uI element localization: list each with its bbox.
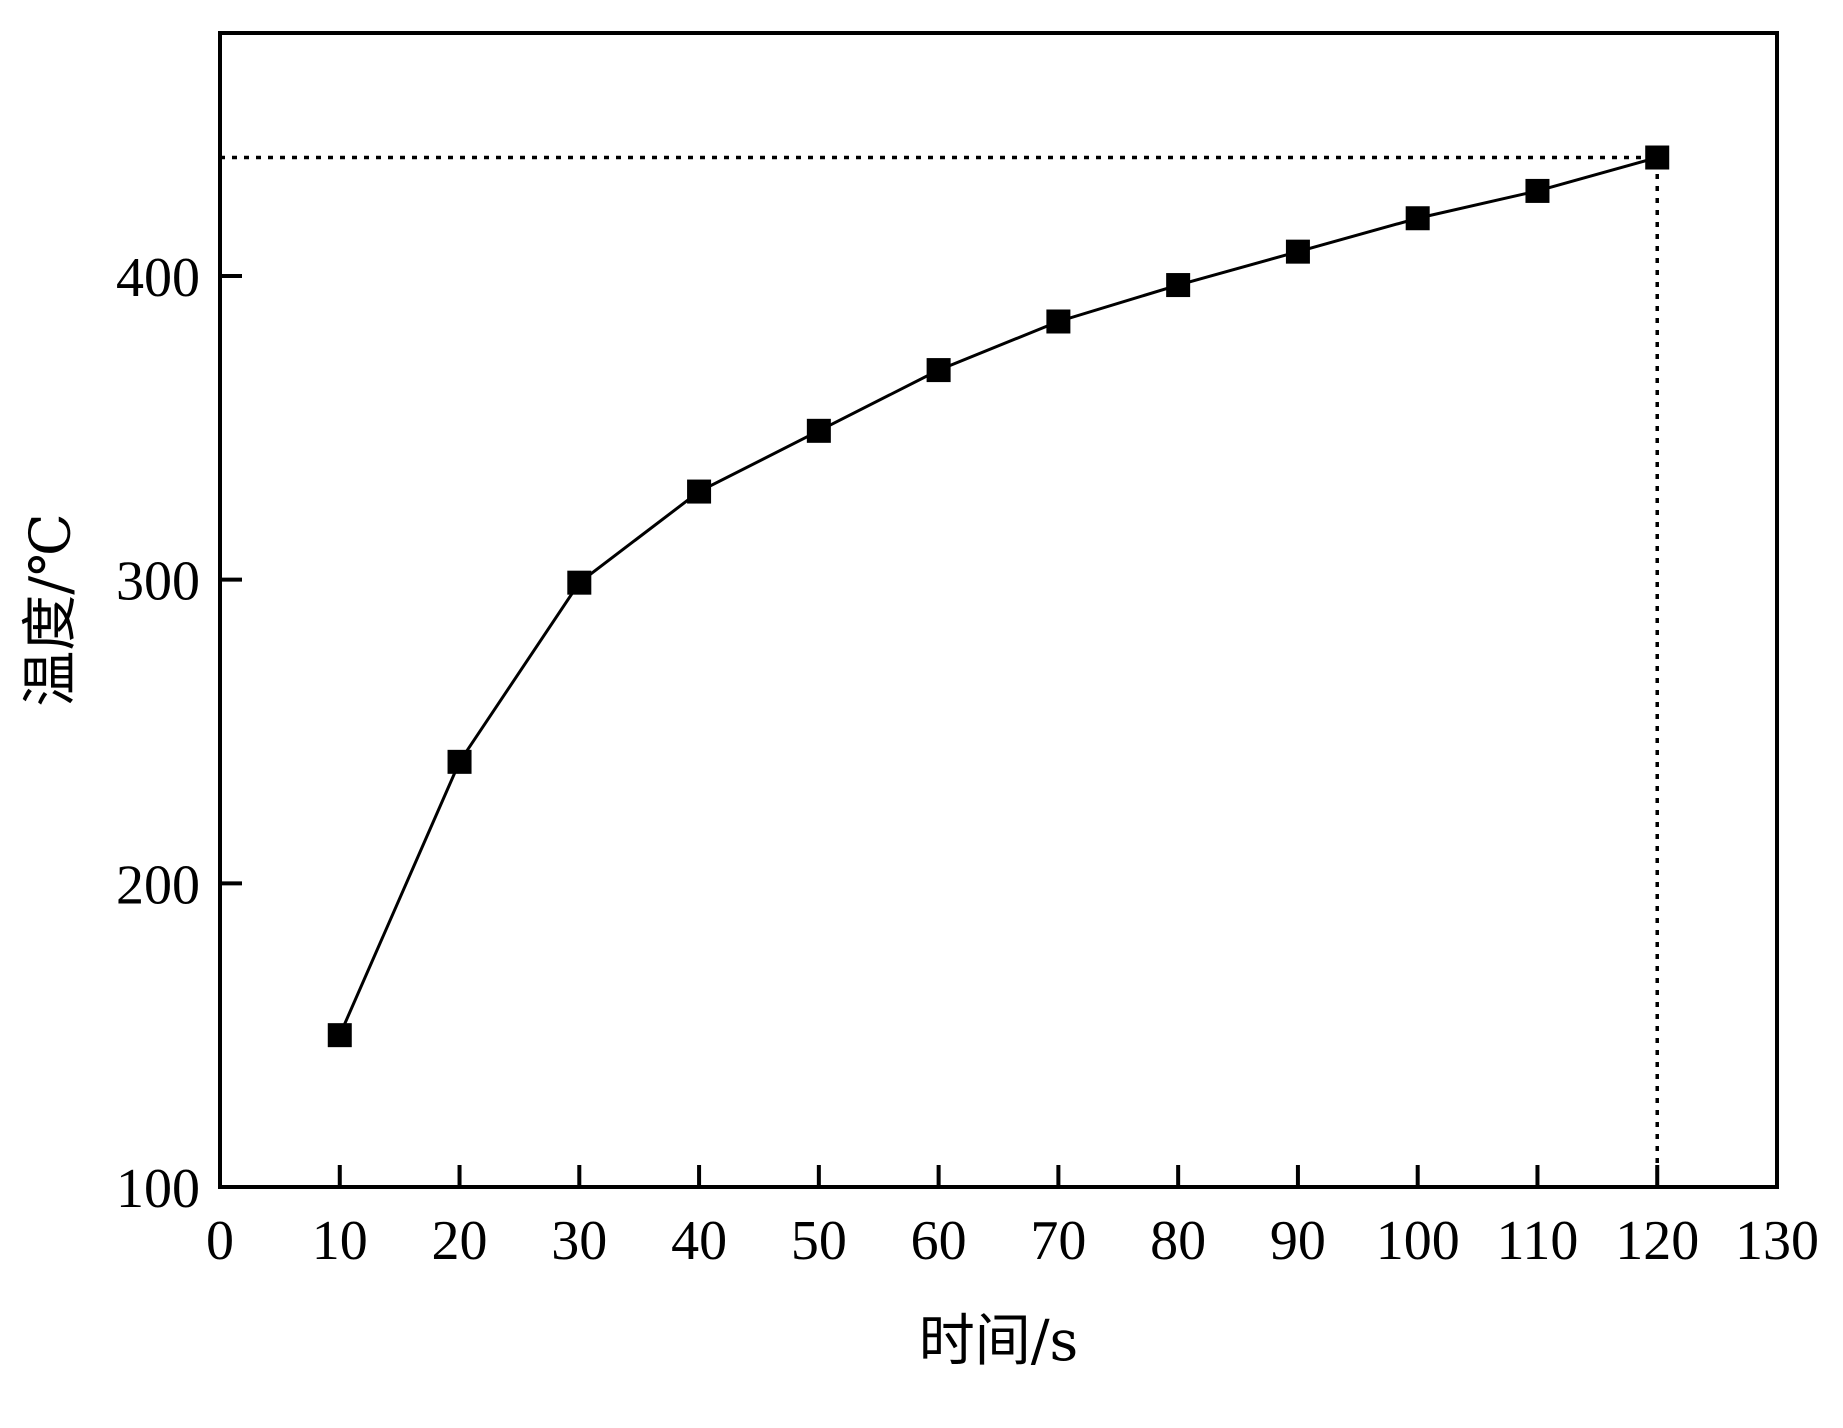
x-tick-label: 40	[671, 1210, 727, 1272]
series-line	[338, 156, 1658, 1036]
x-tick-label: 130	[1735, 1210, 1819, 1272]
x-tick-label: 50	[791, 1210, 847, 1272]
y-tick-label: 200	[116, 854, 200, 916]
x-axis-ticks: 0 10 20 30 40 50 60 70 80 90 100 110 120 130	[206, 1165, 1819, 1272]
series-line-layer	[338, 156, 1658, 1036]
data-markers	[327, 145, 1670, 1048]
data-point-marker	[327, 1023, 352, 1048]
data-point-marker	[926, 358, 951, 383]
y-tick-label: 400	[116, 247, 200, 309]
data-point-marker	[1405, 206, 1430, 231]
x-tick-label: 100	[1376, 1210, 1460, 1272]
data-point-marker	[687, 479, 712, 504]
x-tick-label: 90	[1270, 1210, 1326, 1272]
data-point-marker	[1285, 239, 1310, 264]
x-tick-label: 60	[911, 1210, 967, 1272]
y-axis-title: 温度/℃	[19, 513, 84, 707]
x-tick-label: 70	[1030, 1210, 1086, 1272]
x-tick-label: 0	[206, 1210, 234, 1272]
y-axis-ticks: 100 200 300 400	[116, 247, 242, 1220]
x-tick-label: 30	[551, 1210, 607, 1272]
data-point-marker	[806, 418, 831, 443]
plot-frame	[218, 31, 1779, 1189]
data-point-marker	[1525, 178, 1550, 203]
data-point-marker	[447, 749, 472, 774]
x-tick-label: 80	[1150, 1210, 1206, 1272]
data-point-marker	[1166, 273, 1191, 298]
x-tick-label: 20	[432, 1210, 488, 1272]
reference-lines	[220, 155, 1659, 1187]
x-tick-label: 10	[312, 1210, 368, 1272]
data-point-marker	[567, 570, 592, 595]
y-tick-label: 300	[116, 551, 200, 613]
x-tick-label: 120	[1615, 1210, 1699, 1272]
x-axis-title: 时间/s	[919, 1309, 1079, 1374]
y-tick-label: 100	[116, 1158, 200, 1220]
data-point-marker	[1645, 145, 1670, 170]
x-tick-label: 110	[1497, 1210, 1579, 1272]
data-point-marker	[1046, 309, 1071, 334]
